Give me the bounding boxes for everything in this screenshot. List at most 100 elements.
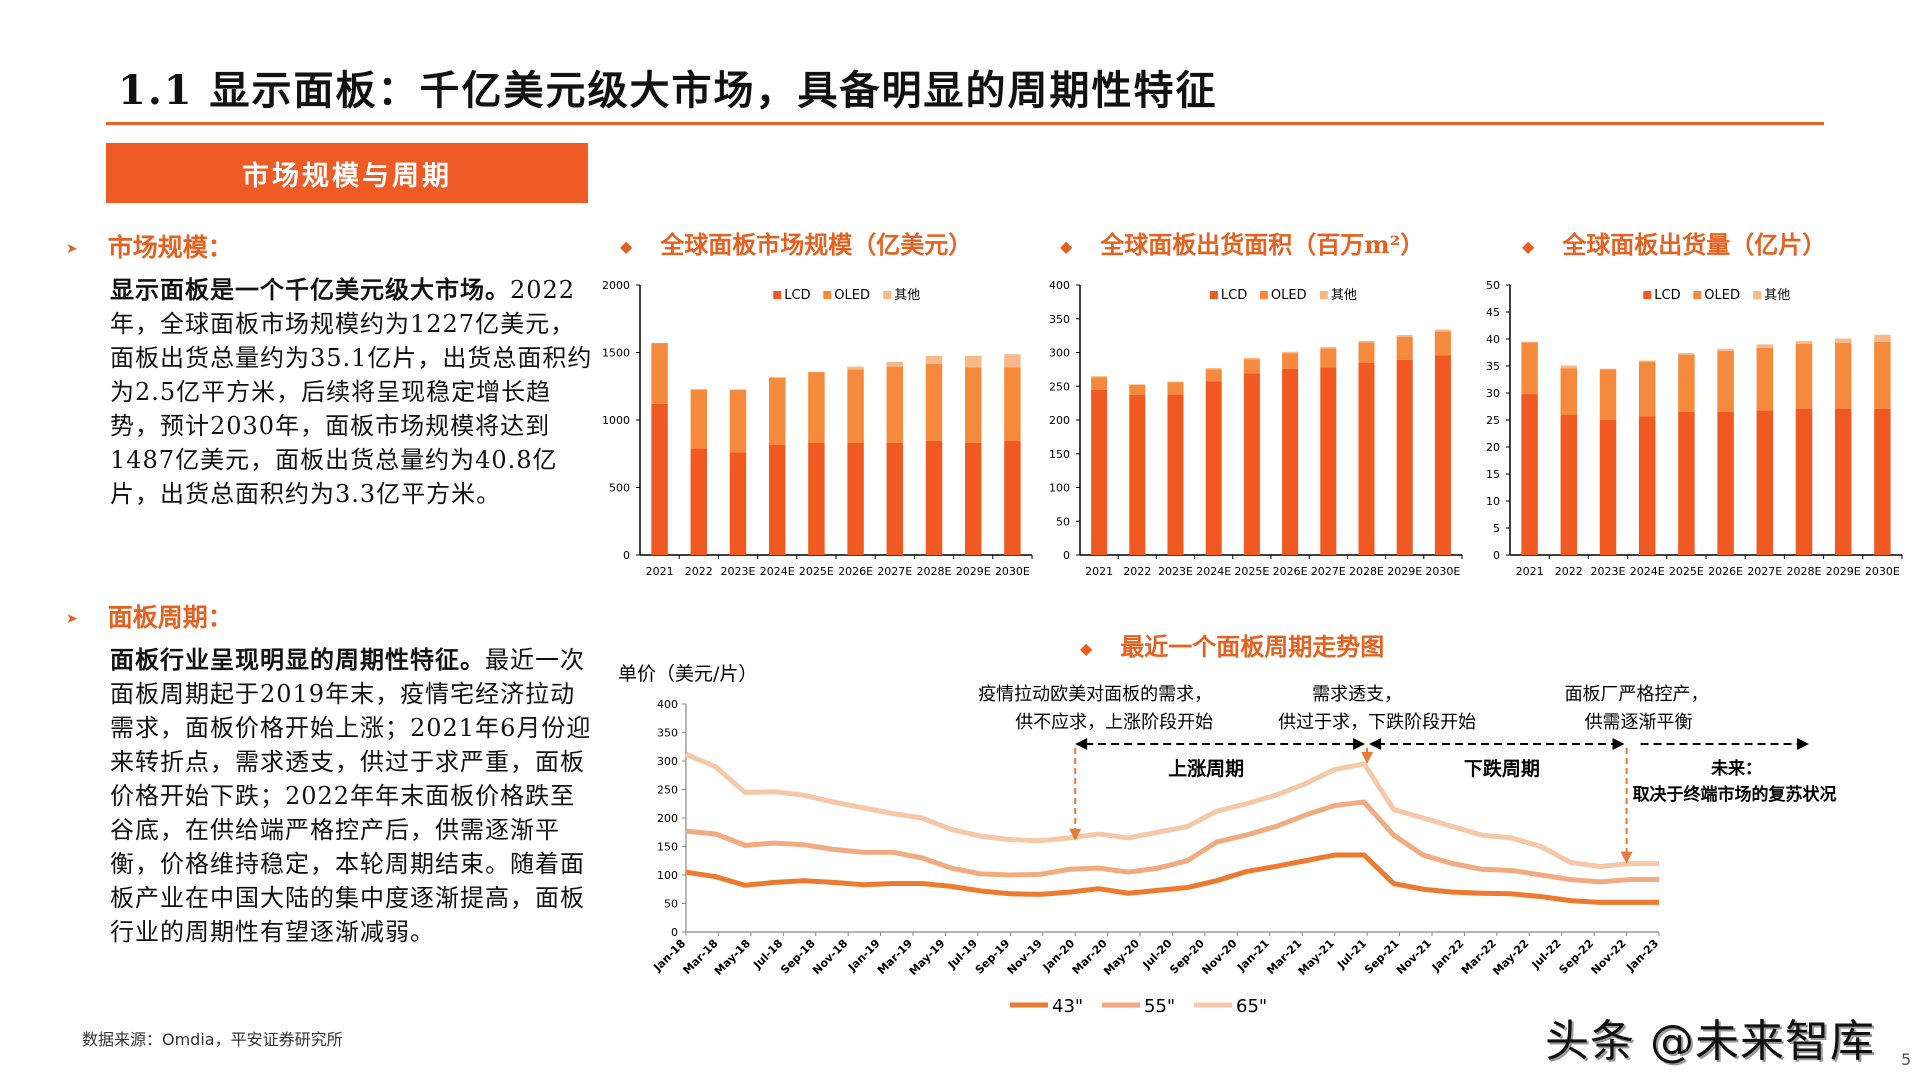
bar-oled-2021	[651, 343, 668, 404]
chart4-title: ◆ 最近一个面板周期走势图	[1080, 627, 1384, 662]
bar-oled-2029E	[1396, 336, 1413, 360]
bar--2025E	[1243, 357, 1260, 360]
bar--2029E	[964, 355, 982, 368]
y-tick-label: 100	[1049, 482, 1070, 495]
chart2-title-text: 全球面板出货面积（百万m²）	[1100, 230, 1425, 259]
x-tick-label: May-18	[712, 937, 753, 978]
series-line-55in	[685, 799, 1659, 885]
y-tick-label: 250	[1049, 380, 1070, 393]
bar-oled-2028E	[1358, 342, 1375, 363]
y-tick-label: 400	[1049, 279, 1070, 292]
arrow-bullet-icon: ➤	[66, 241, 78, 257]
market-bold: 显示面板是一个千亿美元级大市场。	[110, 275, 510, 304]
bar-oled-2025E	[1678, 354, 1695, 412]
y-tick-label: 2000	[602, 279, 630, 292]
chart3-title-text: 全球面板出货量（亿片）	[1562, 230, 1827, 259]
bar-lcd-2022	[690, 448, 708, 555]
legend-swatch	[1643, 291, 1652, 299]
x-tick-label: 2026E	[1273, 565, 1308, 578]
cycle-bold: 面板行业呈现明显的周期性特征。	[110, 645, 485, 674]
legend-label-1: 55"	[1144, 996, 1175, 1017]
bar-lcd-2028E	[1795, 408, 1813, 555]
y-tick-label: 1500	[602, 347, 630, 360]
x-tick-label: 2024E	[760, 565, 795, 578]
y-tick-label: 25	[1486, 414, 1500, 427]
bar-lcd-2025E	[1243, 373, 1260, 555]
chart1-title-text: 全球面板市场规模（亿美元）	[660, 230, 973, 259]
legend-label-1: OLED	[1271, 288, 1307, 303]
legend-swatch	[1319, 291, 1328, 299]
bar--2024E	[1638, 360, 1656, 362]
x-tick-label: Nov-21	[1394, 937, 1434, 977]
bar-lcd-2024E	[768, 444, 786, 555]
x-tick-label: Nov-20	[1199, 937, 1239, 977]
annotation-balance-1: 面板厂严格控产，	[1565, 684, 1709, 705]
bar--2029E	[1396, 334, 1413, 337]
annotation-fall-start-1: 需求透支，	[1312, 684, 1402, 705]
bar--2026E	[1282, 351, 1299, 354]
chart3-title: ◆ 全球面板出货量（亿片）	[1522, 225, 1826, 260]
legend-swatch	[823, 291, 832, 299]
x-tick-label: 2023E	[1158, 565, 1193, 578]
series-line-65in	[685, 751, 1659, 869]
y-tick-label: 1000	[602, 414, 630, 427]
arrow-bullet-icon: ➤	[66, 611, 78, 627]
bar-oled-2024E	[1205, 369, 1222, 382]
y-tick-label: 150	[1049, 448, 1070, 461]
x-tick-label: 2024E	[1196, 565, 1231, 578]
bar-oled-2027E	[886, 366, 904, 443]
y-tick-label: 50	[664, 898, 678, 911]
x-tick-label: May-20	[1101, 937, 1142, 978]
future-label-2: 取决于终端市场的复苏状况	[1633, 784, 1837, 805]
bar-oled-2026E	[1282, 353, 1299, 369]
future-label-1: 未来：	[1710, 758, 1762, 779]
x-tick-label: 2025E	[1234, 565, 1269, 578]
legend-label-0: LCD	[1654, 288, 1680, 303]
bar--2028E	[1358, 341, 1375, 343]
x-tick-label: 2027E	[1311, 565, 1346, 578]
x-tick-label: 2026E	[838, 565, 873, 578]
bar-oled-2021	[1521, 342, 1538, 395]
arrow-head	[1612, 738, 1625, 750]
market-paragraph: 显示面板是一个千亿美元级大市场。2022年，全球面板市场规模约为1227亿美元，…	[110, 273, 600, 511]
bar--2027E	[1756, 344, 1774, 348]
x-tick-label: May-22	[1490, 937, 1531, 978]
diamond-icon: ◆	[1080, 639, 1093, 658]
x-tick-label: 2021	[1085, 565, 1113, 578]
x-tick-label: Jan-23	[1623, 937, 1661, 975]
bar-oled-2024E	[1638, 361, 1656, 417]
rise-period-label: 上涨周期	[1168, 758, 1244, 780]
bar-lcd-2027E	[1756, 410, 1774, 555]
page-title: 1.1 显示面板：千亿美元级大市场，具备明显的周期性特征	[118, 67, 1218, 114]
bar--2030E	[1874, 334, 1891, 342]
legend-swatch	[1693, 291, 1702, 299]
chart1-title: ◆ 全球面板市场规模（亿美元）	[620, 225, 972, 260]
bar-lcd-2028E	[925, 440, 943, 555]
bar-lcd-2022	[1560, 414, 1578, 555]
x-tick-label: 2030E	[995, 565, 1030, 578]
shipment-volume-chart: 0 5 10 15 20 25 30 35 40 45 50 2021 2022 2023E 2024E 20…	[1486, 279, 1903, 578]
annotation-rise-start-2: 供不应求，上涨阶段开始	[1015, 712, 1213, 733]
x-tick-label: 2028E	[1787, 565, 1822, 578]
bar--2030E	[1434, 329, 1451, 332]
bar-oled-2023E	[1599, 369, 1617, 420]
bar-lcd-2021	[1091, 389, 1108, 555]
x-tick-label: 2024E	[1630, 565, 1665, 578]
y-tick-label: 0	[623, 549, 630, 562]
bar-lcd-2023E	[729, 452, 747, 555]
arrow-head	[1369, 738, 1382, 750]
bar-lcd-2029E	[1396, 359, 1413, 555]
y-tick-label: 300	[1049, 347, 1070, 360]
data-source: 数据来源：Omdia，平安证券研究所	[82, 1030, 343, 1049]
y-tick-label: 45	[1486, 306, 1500, 319]
bar-lcd-2023E	[1167, 394, 1184, 555]
bar-lcd-2022	[1129, 395, 1146, 555]
bar--2028E	[1795, 341, 1813, 344]
bar-oled-2025E	[1243, 359, 1260, 374]
x-tick-label: 2029E	[1387, 565, 1422, 578]
annotation-balance-2: 供需逐渐平衡	[1585, 712, 1693, 733]
cycle-body: 最近一次面板周期起于2019年末，疫情宅经济拉动需求，面板价格开始上涨；2021…	[110, 646, 592, 946]
legend-swatch	[773, 291, 782, 299]
x-tick-label: 2028E	[917, 565, 952, 578]
